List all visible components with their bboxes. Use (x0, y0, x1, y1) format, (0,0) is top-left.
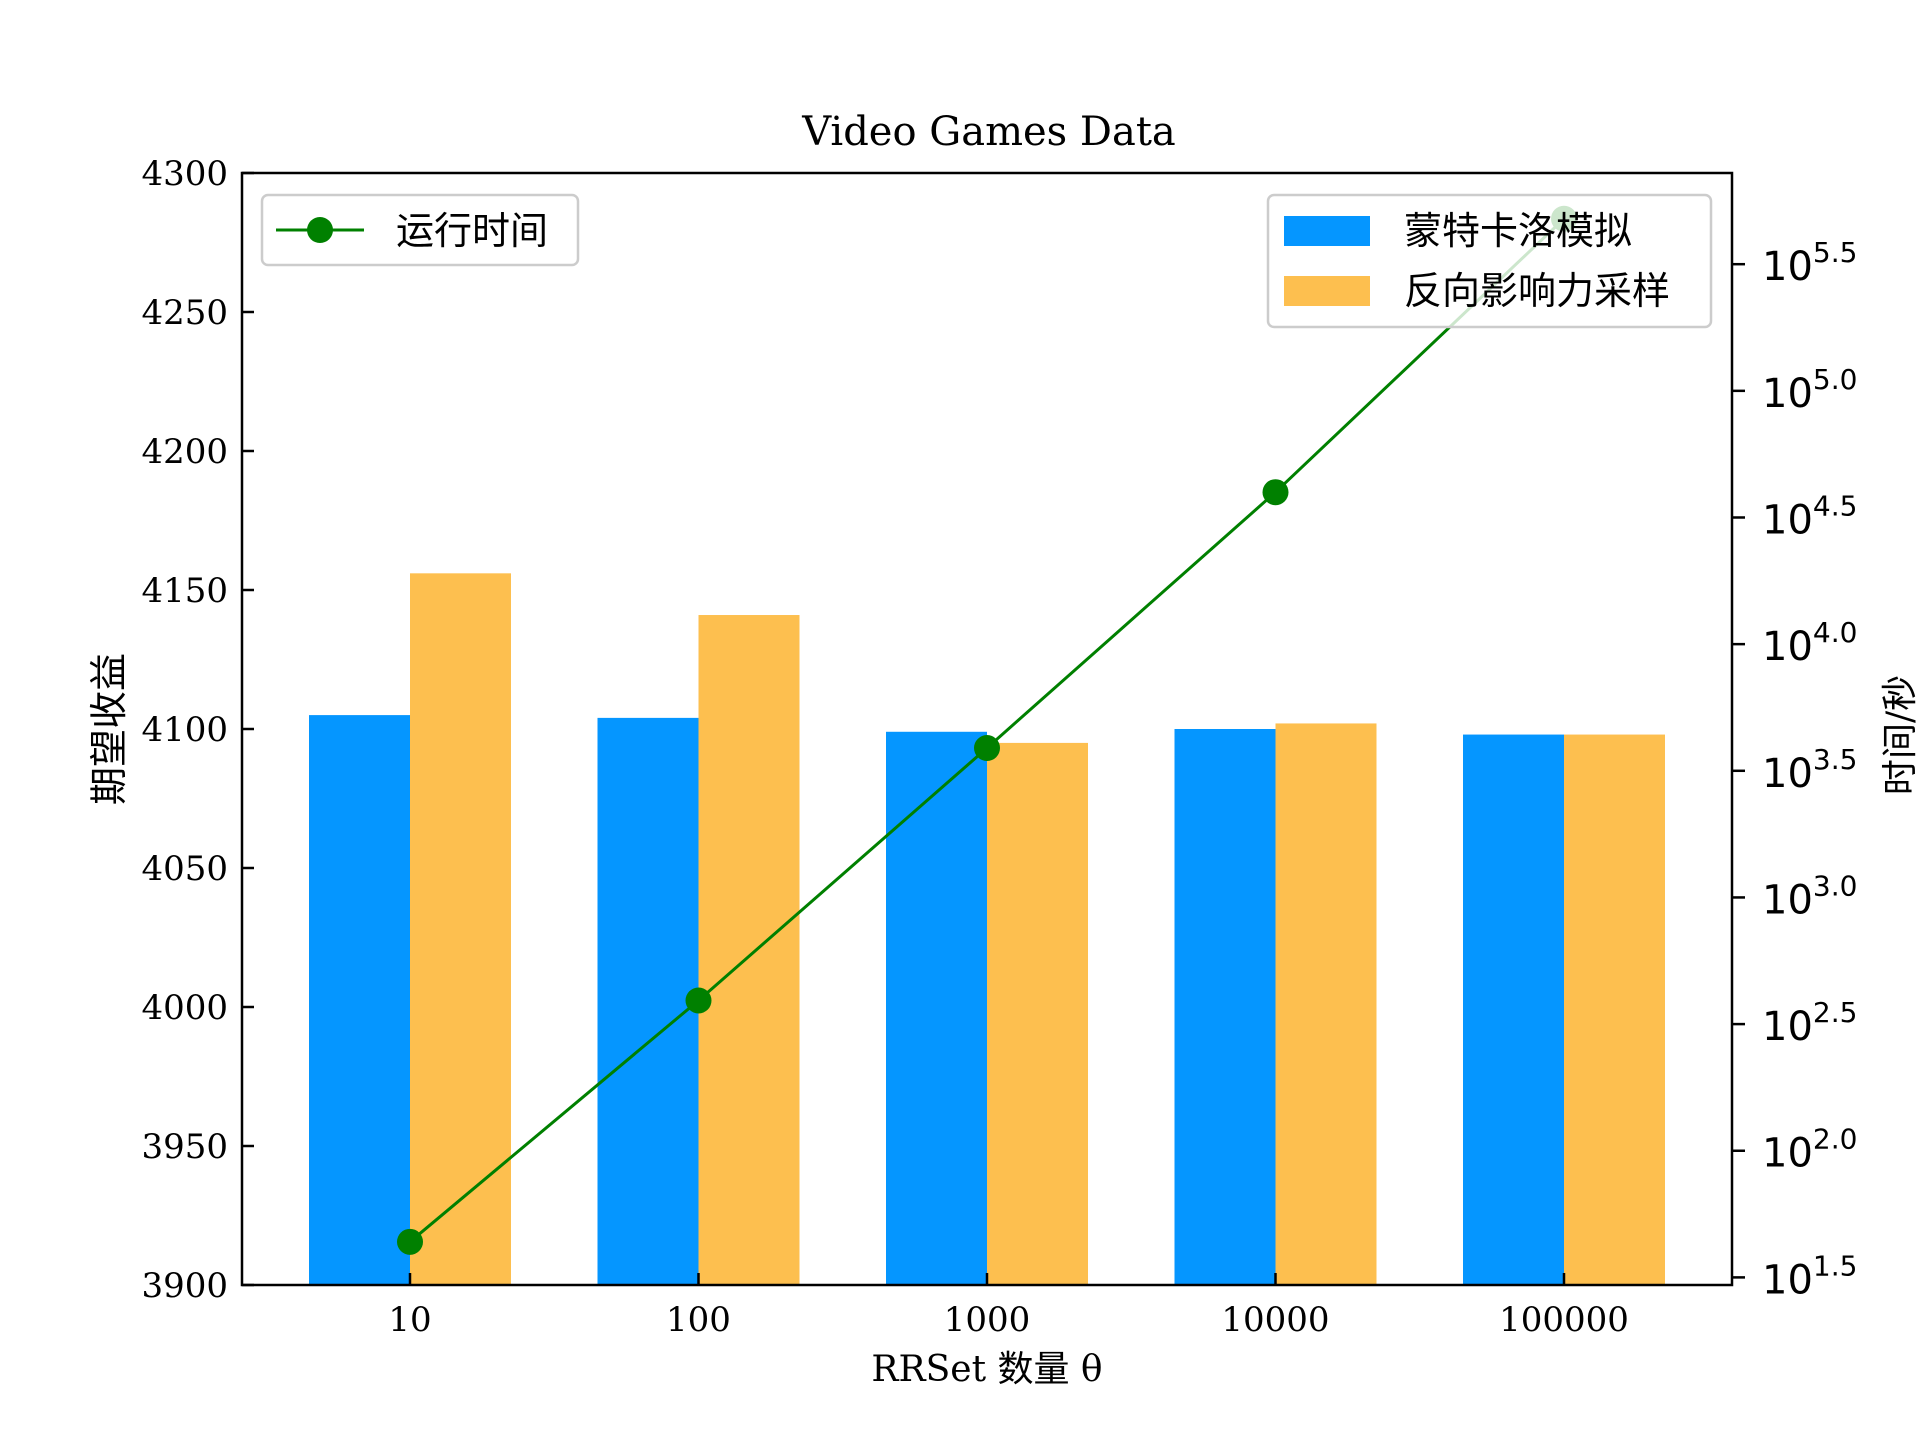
y2-tick-label-3.0: 103.0 (1762, 869, 1857, 923)
bar-mc-100 (597, 717, 699, 1285)
y2-tick-label-4.5: 104.5 (1762, 489, 1857, 543)
bar-ris-10000 (1275, 723, 1377, 1285)
legend-line-marker (307, 217, 333, 243)
bar-ris-10 (410, 573, 511, 1285)
bar-mc-100000 (1463, 734, 1564, 1285)
bar-mc-1000 (886, 731, 987, 1285)
x-axis-label: RRSet 数量 θ (871, 1349, 1102, 1390)
y-tick-label-3900: 3900 (141, 1266, 228, 1306)
y2-tick-label-1.5: 101.5 (1762, 1249, 1857, 1303)
legend-swatch-ris (1284, 276, 1370, 306)
bars-layer (309, 573, 1665, 1285)
y-tick-label-4100: 4100 (141, 710, 228, 750)
y2-tick-label-2.0: 102.0 (1762, 1123, 1857, 1177)
runtime-point-10 (397, 1228, 423, 1255)
y2-tick-label-5.5: 105.5 (1762, 236, 1857, 290)
legend-line: 运行时间 (260, 193, 580, 267)
y-axis-label: 期望收益 (87, 653, 131, 805)
right-axis: 101.5 102.0 102.5 103.0 103.5 104.0 104.5 105.0… (1732, 236, 1857, 1303)
y-tick-label-4150: 4150 (141, 571, 228, 611)
legend-label-ris: 反向影响力采样 (1404, 269, 1670, 313)
runtime-point-100 (685, 987, 712, 1014)
x-tick-label-100: 100 (666, 1300, 731, 1340)
bar-mc-10000 (1174, 729, 1276, 1285)
x-axis: 10 100 1000 10000 100000 (388, 1273, 1629, 1340)
legend-line-box (260, 193, 580, 267)
bar-ris-1000 (987, 742, 1088, 1285)
bar-mc-10 (309, 715, 410, 1285)
bar-ris-100 (698, 615, 800, 1285)
bar-ris-100000 (1564, 734, 1665, 1285)
y-tick-label-4000: 4000 (141, 988, 228, 1028)
runtime-point-1000 (974, 735, 1000, 762)
y-tick-label-4200: 4200 (141, 432, 228, 472)
legend-line-label: 运行时间 (396, 209, 548, 253)
legend-bars-box (1266, 193, 1713, 329)
legend-label-mc: 蒙特卡洛模拟 (1404, 209, 1632, 253)
y2-tick-label-4.0: 104.0 (1762, 616, 1857, 670)
y2-tick-label-5.0: 105.0 (1762, 363, 1857, 417)
legend-swatch-mc (1284, 216, 1370, 246)
x-tick-label-10: 10 (388, 1300, 431, 1340)
x-tick-label-1000: 1000 (944, 1300, 1031, 1340)
y2-axis-label: 时间/秒 (1880, 675, 1920, 795)
runtime-point-10000 (1262, 479, 1289, 506)
y2-tick-label-2.5: 102.5 (1762, 996, 1857, 1050)
chart-title: Video Games Data (801, 109, 1176, 155)
x-tick-label-10000: 10000 (1221, 1300, 1329, 1340)
x-tick-label-100000: 100000 (1499, 1300, 1629, 1340)
y2-tick-label-3.5: 103.5 (1762, 743, 1857, 797)
left-axis: 3900 3950 4000 4050 4100 4150 4200 4250 4300 (141, 154, 254, 1306)
y-tick-label-4300: 4300 (141, 154, 228, 194)
y-tick-label-4050: 4050 (141, 849, 228, 889)
y-tick-label-3950: 3950 (141, 1127, 228, 1167)
y-tick-label-4250: 4250 (141, 293, 228, 333)
legend-bars: 蒙特卡洛模拟 反向影响力采样 (1266, 193, 1713, 329)
